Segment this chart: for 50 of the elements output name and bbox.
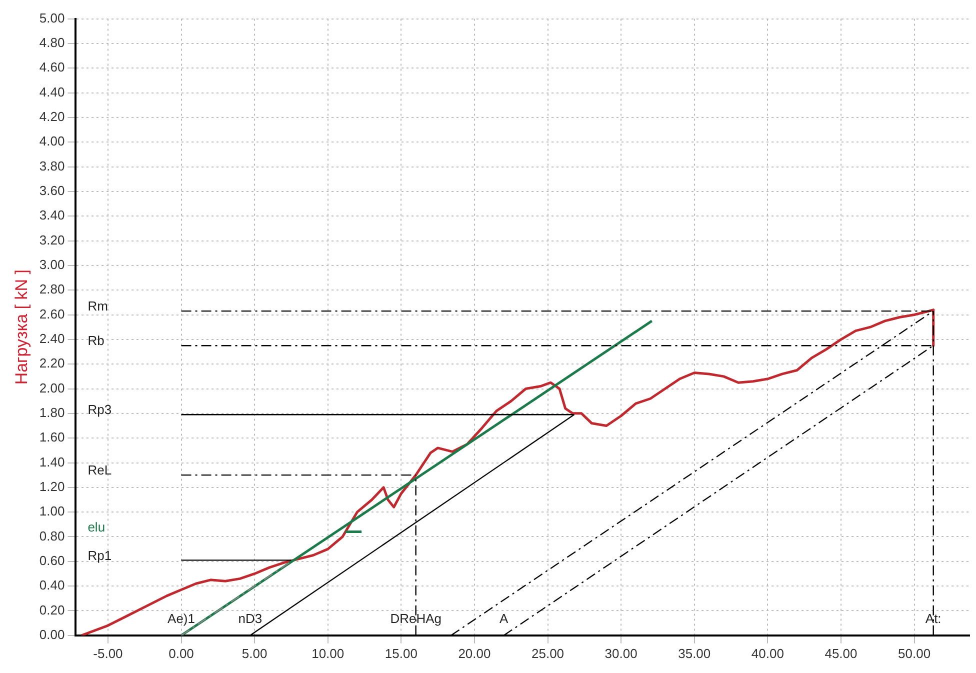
- annotation: Rb: [88, 333, 104, 348]
- x-tick-label: 15.00: [384, 646, 418, 661]
- x-tick-label: -5.00: [93, 646, 123, 661]
- x-tick-label: 0.00: [168, 646, 194, 661]
- y-tick-label: 0.00: [39, 626, 65, 642]
- x-tick-label: 30.00: [604, 646, 638, 661]
- y-tick-label: 1.80: [39, 405, 65, 420]
- y-tick-label: 3.80: [39, 158, 65, 174]
- annotation: elu: [88, 519, 106, 534]
- x-tick-label: 40.00: [751, 646, 784, 661]
- y-tick-label: 0.20: [39, 602, 65, 618]
- y-axis-title: Нагрузка [ kN ]: [12, 270, 31, 385]
- annotation: Rm: [88, 298, 108, 314]
- y-tick-label: 5.00: [39, 10, 65, 26]
- y-tick-label: 0.80: [39, 528, 65, 544]
- x-tick-label: 10.00: [312, 646, 344, 661]
- y-tick-label: 1.20: [39, 478, 65, 494]
- annotation: Rp3: [88, 402, 112, 418]
- x-tick-label: 20.00: [458, 646, 491, 661]
- y-tick-label: 1.60: [39, 430, 65, 445]
- x-tick-label: 25.00: [532, 646, 564, 661]
- annotation: ReL: [88, 462, 112, 478]
- y-tick-label: 4.80: [39, 35, 65, 50]
- y-tick-label: 4.60: [39, 60, 65, 75]
- x-tick-label: 35.00: [678, 646, 711, 661]
- x-tick-label: 5.00: [242, 646, 268, 661]
- y-tick-label: 3.60: [39, 183, 65, 198]
- annotation: Ae)1: [168, 610, 195, 626]
- x-tick-label: 50.00: [898, 646, 931, 661]
- x-tick-label: 45.00: [824, 646, 858, 661]
- y-tick-label: 1.40: [39, 454, 65, 470]
- y-tick-label: 0.40: [39, 578, 65, 593]
- annotation: A: [499, 610, 508, 626]
- y-tick-label: 2.60: [39, 306, 65, 322]
- y-tick-label: 3.00: [39, 257, 65, 272]
- y-tick-label: 4.20: [39, 109, 65, 124]
- y-tick-label: 2.00: [39, 380, 65, 396]
- annotation: Rp1: [88, 548, 112, 563]
- y-tick-label: 2.20: [39, 356, 65, 371]
- annotation: DReHAg: [390, 610, 442, 626]
- y-tick-label: 2.40: [39, 331, 65, 346]
- y-tick-label: 2.80: [39, 282, 65, 297]
- y-tick-label: 1.00: [39, 504, 65, 519]
- y-tick-label: 4.00: [39, 134, 65, 149]
- annotation: At:: [925, 610, 942, 626]
- y-tick-label: 0.60: [39, 552, 65, 568]
- y-tick-label: 4.40: [39, 84, 65, 100]
- annotation: nD3: [238, 610, 262, 626]
- y-tick-label: 3.40: [39, 208, 65, 223]
- y-tick-label: 3.20: [39, 232, 65, 248]
